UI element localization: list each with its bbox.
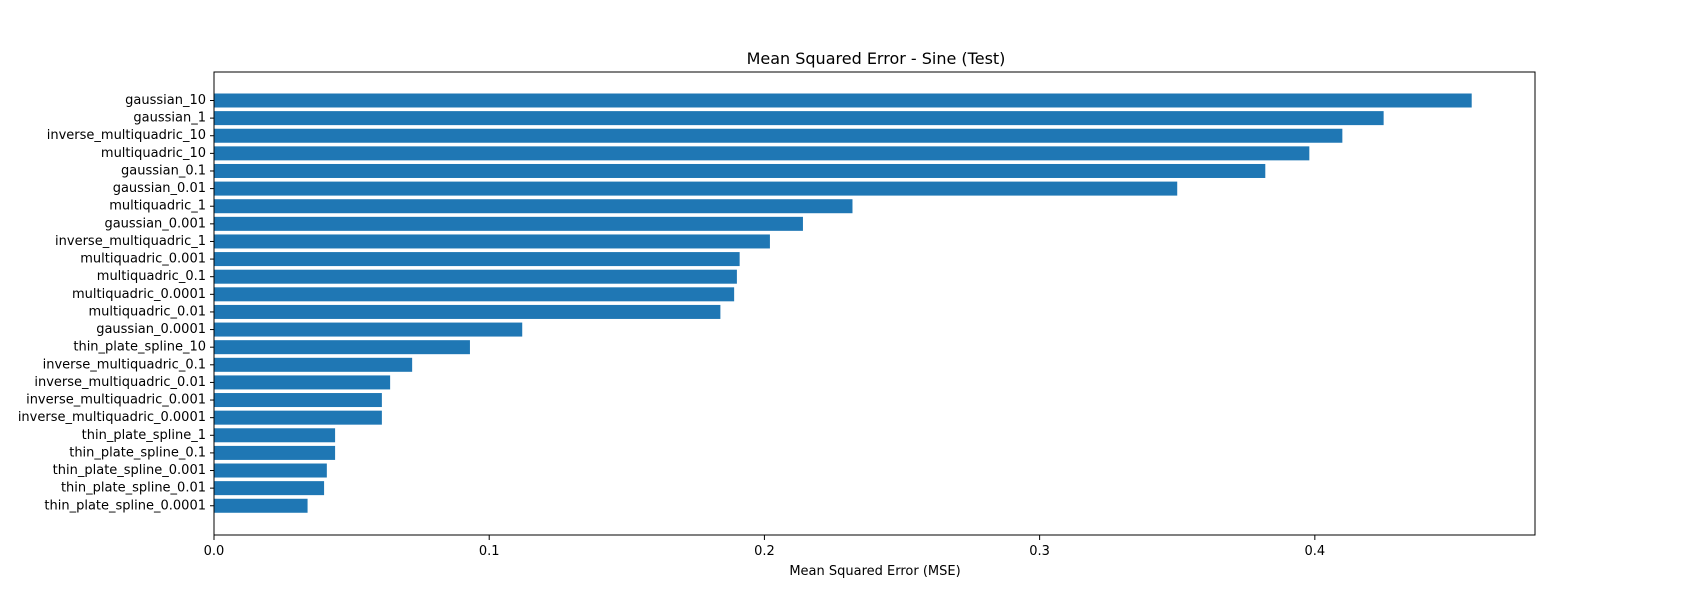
bars-group [214, 93, 1472, 513]
x-ticks-group: 0.0 0.1 0.2 0.3 0.4 [204, 535, 1325, 559]
y-tick-label: thin_plate_spline_0.01 [61, 481, 206, 496]
y-tick-label: inverse_multiquadric_10 [47, 128, 206, 143]
y-tick-label: thin_plate_spline_10 [73, 340, 206, 355]
bar-multiquadric_1 [214, 199, 853, 214]
y-tick-label: thin_plate_spline_1 [82, 428, 206, 443]
y-tick-label: multiquadric_1 [109, 199, 206, 214]
bar-multiquadric_10 [214, 146, 1310, 161]
bar-gaussian_0.0001 [214, 322, 523, 337]
y-tick-label: thin_plate_spline_0.1 [69, 445, 206, 460]
bar-thin_plate_spline_0.1 [214, 445, 336, 460]
x-tick-label: 0.4 [1304, 544, 1325, 559]
y-tick-label: gaussian_0.001 [104, 216, 206, 231]
x-tick-label: 0.2 [754, 544, 775, 559]
x-tick-label: 0.1 [479, 544, 500, 559]
bar-inverse_multiquadric_0.1 [214, 357, 413, 372]
y-tick-label: gaussian_0.01 [113, 181, 206, 196]
y-tick-label: multiquadric_0.01 [89, 304, 206, 319]
y-tick-label: thin_plate_spline_0.001 [53, 463, 206, 478]
bar-gaussian_0.001 [214, 216, 803, 231]
y-tick-label: gaussian_10 [125, 93, 206, 108]
bar-thin_plate_spline_0.01 [214, 481, 325, 496]
x-tick-label: 0.3 [1029, 544, 1050, 559]
bar-multiquadric_0.1 [214, 269, 737, 284]
bar-inverse_multiquadric_0.001 [214, 393, 382, 408]
bar-gaussian_0.1 [214, 163, 1266, 178]
x-axis-label: Mean Squared Error (MSE) [789, 564, 960, 579]
y-tick-label: inverse_multiquadric_0.01 [34, 375, 206, 390]
bar-thin_plate_spline_0.001 [214, 463, 327, 478]
bar-multiquadric_0.001 [214, 252, 740, 267]
y-tick-label: multiquadric_0.001 [80, 252, 206, 267]
y-tick-label: multiquadric_0.1 [97, 269, 206, 284]
plot-frame [213, 71, 1536, 536]
bar-multiquadric_0.0001 [214, 287, 735, 302]
bar-inverse_multiquadric_1 [214, 234, 770, 249]
x-tick-label: 0.0 [204, 544, 225, 559]
bar-gaussian_1 [214, 111, 1384, 126]
y-tick-label: inverse_multiquadric_0.0001 [18, 410, 206, 425]
bar-inverse_multiquadric_10 [214, 128, 1343, 143]
y-ticks-group: gaussian_10 gaussian_1 inverse_multiquadri… [18, 93, 214, 513]
bar-gaussian_10 [214, 93, 1472, 108]
bar-thin_plate_spline_1 [214, 428, 336, 443]
chart-title: Mean Squared Error - Sine (Test) [747, 49, 1006, 68]
y-tick-label: inverse_multiquadric_0.001 [26, 393, 206, 408]
bar-inverse_multiquadric_0.0001 [214, 410, 382, 425]
bar-inverse_multiquadric_0.01 [214, 375, 391, 390]
y-tick-label: inverse_multiquadric_1 [55, 234, 206, 249]
y-tick-label: inverse_multiquadric_0.1 [43, 357, 206, 372]
bar-thin_plate_spline_10 [214, 340, 470, 355]
bar-gaussian_0.01 [214, 181, 1178, 196]
y-tick-label: gaussian_1 [133, 111, 206, 126]
y-tick-label: thin_plate_spline_0.0001 [44, 498, 206, 513]
y-tick-label: gaussian_0.1 [121, 163, 206, 178]
y-tick-label: multiquadric_10 [101, 146, 206, 161]
y-tick-label: multiquadric_0.0001 [72, 287, 206, 302]
bar-thin_plate_spline_0.0001 [214, 498, 308, 513]
bar-multiquadric_0.01 [214, 304, 721, 319]
y-tick-label: gaussian_0.0001 [96, 322, 206, 337]
